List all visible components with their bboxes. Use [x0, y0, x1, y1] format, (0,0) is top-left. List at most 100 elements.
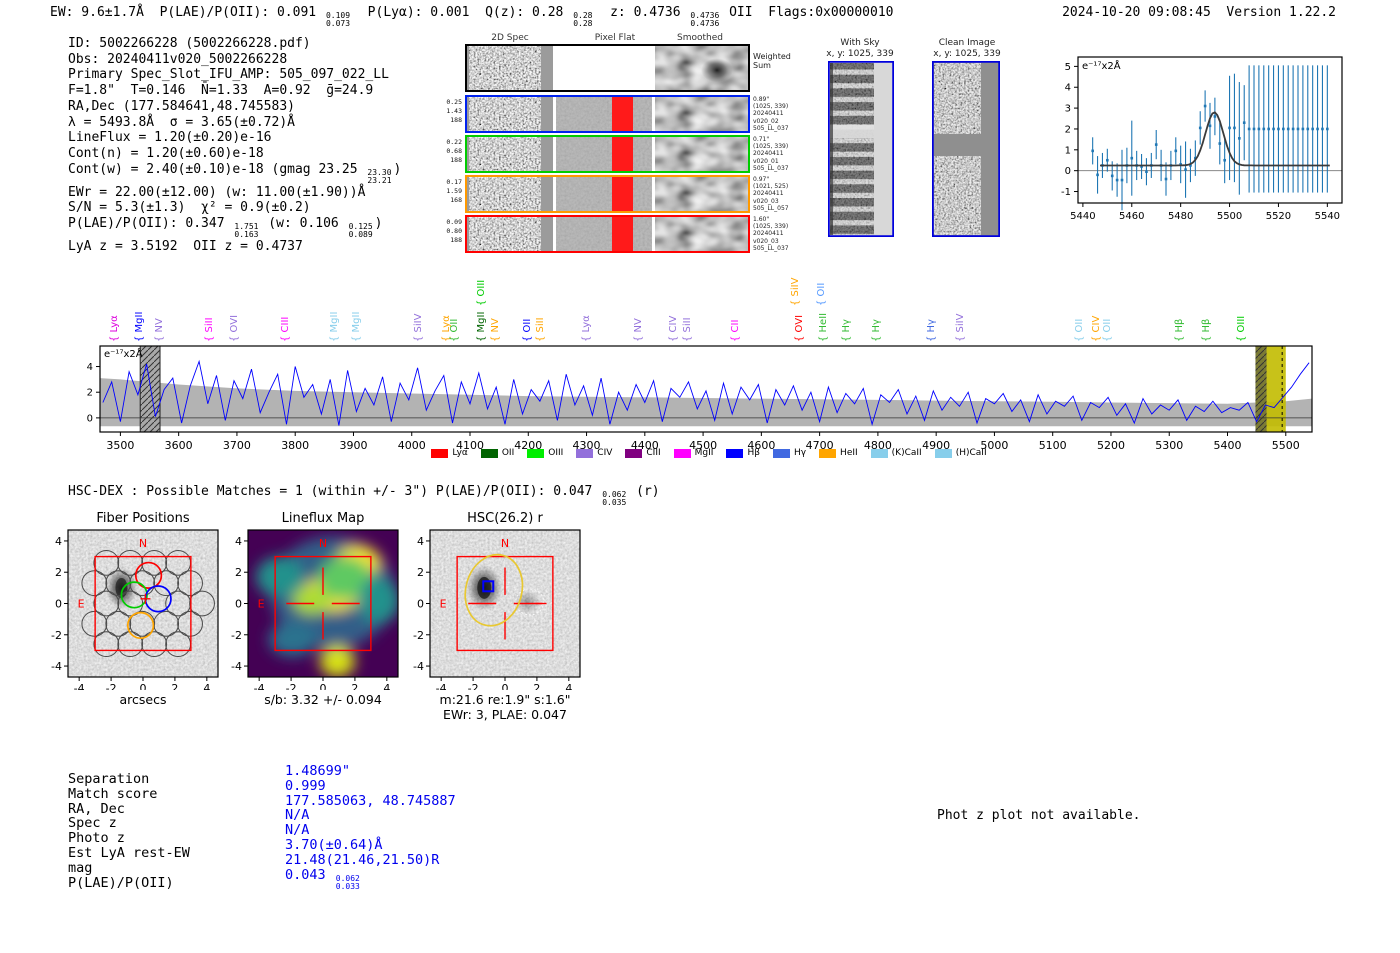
- spec2d-row: [465, 175, 750, 213]
- svg-text:4000: 4000: [398, 439, 426, 452]
- svg-text:N: N: [139, 537, 147, 550]
- svg-text:2: 2: [533, 682, 540, 690]
- weighted-sum-label: Weighted Sum: [753, 52, 791, 70]
- match-row-label: Match score: [68, 785, 158, 802]
- line-marker-MgII: { MgII: [328, 311, 340, 342]
- stacked-value: 0.4736 0.4736: [690, 11, 720, 28]
- line-marker-SiIV: { SiIV: [955, 313, 967, 342]
- photz-note: Phot z plot not available.: [937, 808, 1141, 823]
- svg-text:2: 2: [1065, 124, 1071, 135]
- legend-item-OII: OII: [480, 448, 514, 458]
- spec2d-panel: [467, 217, 553, 251]
- spec2d-row-stats: 0.25 1.43 188: [446, 98, 462, 124]
- match-row-value: 3.70(±0.64)Å: [285, 836, 383, 853]
- legend-swatch: [870, 448, 888, 458]
- svg-text:5100: 5100: [1039, 439, 1067, 452]
- info-line: ID: 5002266228 (5002266228.pdf): [68, 36, 311, 51]
- highlight-fiber-circle: [120, 581, 148, 609]
- svg-text:0: 0: [55, 598, 62, 611]
- line-marker-Hγ: { Hγ: [841, 319, 853, 342]
- hsc-cutout-plot: N E -4 -4 -2 -2 0 0 2 2 4 4: [413, 529, 581, 690]
- svg-text:-2: -2: [286, 682, 297, 690]
- svg-text:0: 0: [1065, 166, 1071, 177]
- svg-text:e⁻¹⁷x2Å: e⁻¹⁷x2Å: [104, 347, 143, 360]
- cleanimage-image: [932, 61, 1000, 237]
- lineflux-blob: [292, 586, 332, 615]
- svg-text:5: 5: [1065, 62, 1071, 73]
- line-marker-OII: { OII: [522, 318, 534, 342]
- spec2d-panel: [467, 137, 553, 171]
- match-row-value: 0.999: [285, 777, 326, 794]
- spec2d-row-ids: 0.89" (1025, 339) 20240411 v020_02 505_LL_03…: [753, 96, 789, 132]
- match-row-label: Photo z: [68, 830, 125, 847]
- fiber-positions-title: Fiber Positions: [96, 511, 190, 526]
- svg-text:-2: -2: [106, 682, 117, 690]
- svg-text:1: 1: [1065, 145, 1071, 156]
- svg-text:2: 2: [87, 388, 93, 399]
- line-marker-OVI: { OVI: [228, 314, 240, 342]
- legend-item-CIII: CIII: [625, 448, 661, 458]
- svg-text:4500: 4500: [689, 439, 717, 452]
- svg-text:0: 0: [417, 598, 424, 611]
- svg-text:5500: 5500: [1217, 211, 1242, 222]
- spec2d-header-smoothed: Smoothed: [677, 33, 723, 43]
- fiber-positions-plot: N E -4 -4 -2 -2 0 0 2 2 4 4: [51, 529, 219, 690]
- lineflux-map-title: Lineflux Map: [281, 511, 365, 526]
- svg-text:-2: -2: [468, 682, 479, 690]
- cleanimage-coords: x, y: 1025, 339: [933, 49, 1001, 59]
- info-line: Obs: 20240411v020_5002266228: [68, 51, 288, 67]
- info-line: P(LAE)/P(OII): 0.347 1.751 0.163 (w: 0.10…: [68, 216, 383, 240]
- svg-text:4: 4: [87, 362, 93, 373]
- svg-text:4: 4: [565, 682, 572, 690]
- line-marker-CIII: { CIII: [280, 316, 292, 342]
- hsc-caption-1: m:21.6 re:1.9" s:1.6": [439, 692, 571, 707]
- legend-swatch: [431, 448, 449, 458]
- line-marker-NV: { NV: [633, 318, 645, 342]
- svg-text:5480: 5480: [1168, 211, 1193, 222]
- lineflux-map-plot: N E -4 -4 -2 -2 0 0 2 2 4 4: [231, 529, 399, 690]
- svg-text:5520: 5520: [1266, 211, 1291, 222]
- line-marker-Hγ: { Hγ: [926, 319, 938, 342]
- legend-swatch: [934, 448, 952, 458]
- svg-text:-4: -4: [231, 660, 242, 673]
- hscdex-match-summary: HSC-DEX : Possible Matches = 1 (within +…: [68, 484, 660, 507]
- spec2d-panel: [467, 46, 553, 90]
- fiber-circle: [189, 590, 215, 617]
- legend-swatch: [673, 448, 691, 458]
- spec2d-row: [465, 95, 750, 133]
- spec2d-panel: [556, 46, 652, 90]
- svg-text:2: 2: [417, 566, 424, 579]
- spec2d-row-ids: 1.60" (1025, 339) 20240411 v020_03 505_LL_03…: [753, 216, 789, 252]
- svg-text:4: 4: [203, 682, 210, 690]
- legend-item-CIV: CIV: [576, 448, 612, 458]
- full-spectrum-plot: 3500 3600 3700 3800 3900 4000 4100 4200 4300 4400…: [87, 345, 1313, 452]
- spectrum-legend: Lyα OII OIII CIV CIII MgII Hβ Hγ HeII (K)CaII (H)C…: [82, 448, 1336, 458]
- legend-swatch: [480, 448, 498, 458]
- line-marker-Lyα: { Lyα: [581, 315, 593, 342]
- legend-item-OIII: OIII: [527, 448, 563, 458]
- svg-text:5200: 5200: [1097, 439, 1125, 452]
- spec2d-panel: [467, 177, 553, 211]
- line-fit-plot: 5440 5460 5480 5500 5520 5540 -1 0 1 2 3 4 5 e⁻¹⁷x2Å: [1061, 56, 1343, 222]
- line-marker-Hγ: { Hγ: [871, 319, 883, 342]
- highlight-fiber-circle: [126, 611, 155, 640]
- spec2d-header-2dspec: 2D Spec: [491, 33, 529, 43]
- fiber-circle: [105, 610, 132, 637]
- svg-text:-4: -4: [254, 682, 265, 690]
- fiber-circle: [141, 549, 168, 576]
- header-summary: EW: 9.6±1.7Å P(LAE)/P(OII): 0.091 0.109 0…: [50, 5, 894, 28]
- legend-swatch: [726, 448, 744, 458]
- line-marker-SiII: { SiII: [534, 317, 546, 342]
- legend-item-(K)CaII: (K)CaII: [870, 448, 922, 458]
- lineflux-blob: [255, 556, 304, 598]
- spec2d-panel: [655, 46, 748, 90]
- spec2d-panel: [467, 97, 553, 131]
- line-marker-Hβ: { Hβ: [1173, 318, 1185, 342]
- spec2d-panel: [556, 217, 652, 251]
- svg-text:3700: 3700: [223, 439, 251, 452]
- svg-text:-4: -4: [413, 660, 424, 673]
- info-line: λ = 5493.8Å σ = 3.65(±0.72)Å: [68, 114, 295, 130]
- spec2d-panel: [556, 177, 652, 211]
- svg-text:5500: 5500: [1272, 439, 1300, 452]
